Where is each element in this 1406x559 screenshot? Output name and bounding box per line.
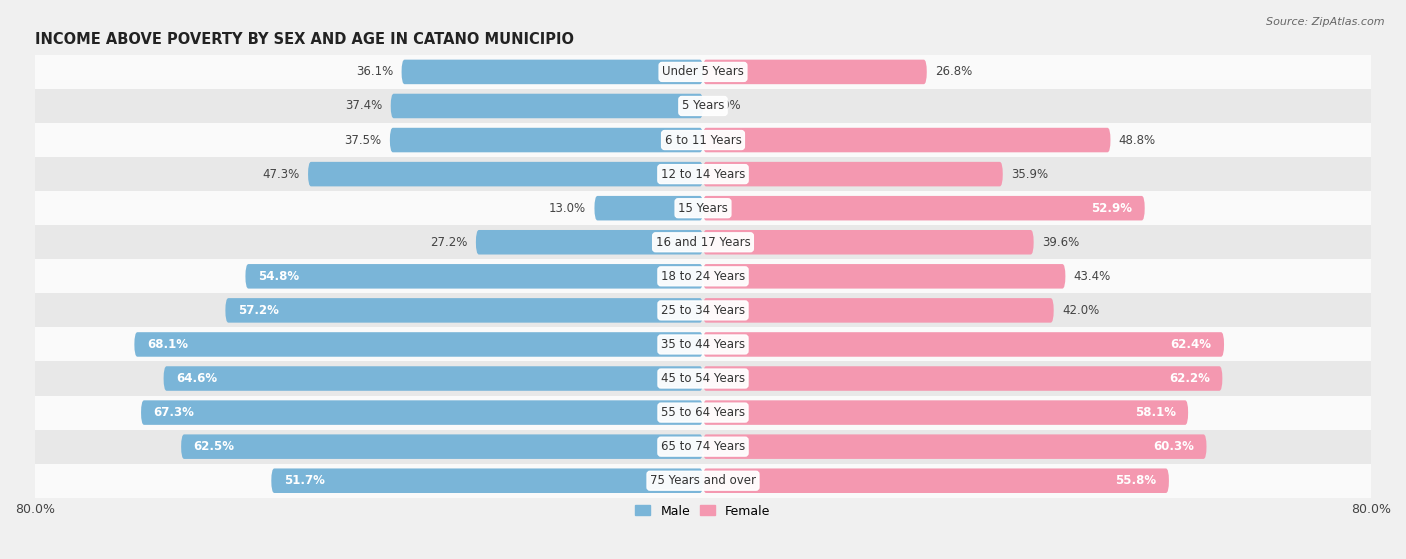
- Text: Source: ZipAtlas.com: Source: ZipAtlas.com: [1267, 17, 1385, 27]
- FancyBboxPatch shape: [703, 332, 1225, 357]
- FancyBboxPatch shape: [595, 196, 703, 220]
- Text: 47.3%: 47.3%: [263, 168, 299, 181]
- Text: 36.1%: 36.1%: [356, 65, 394, 78]
- Text: 54.8%: 54.8%: [257, 270, 299, 283]
- Text: 64.6%: 64.6%: [176, 372, 218, 385]
- Text: 39.6%: 39.6%: [1042, 236, 1080, 249]
- FancyBboxPatch shape: [389, 128, 703, 152]
- FancyBboxPatch shape: [703, 264, 1066, 288]
- FancyBboxPatch shape: [703, 230, 1033, 254]
- FancyBboxPatch shape: [475, 230, 703, 254]
- FancyBboxPatch shape: [402, 60, 703, 84]
- FancyBboxPatch shape: [308, 162, 703, 186]
- Text: 45 to 54 Years: 45 to 54 Years: [661, 372, 745, 385]
- Bar: [35, 123, 1371, 157]
- FancyBboxPatch shape: [391, 94, 703, 119]
- Text: 60.3%: 60.3%: [1153, 440, 1194, 453]
- Text: 27.2%: 27.2%: [430, 236, 468, 249]
- Bar: [35, 396, 1371, 430]
- FancyBboxPatch shape: [225, 298, 703, 323]
- FancyBboxPatch shape: [703, 366, 1222, 391]
- Bar: [35, 464, 1371, 498]
- Text: 16 and 17 Years: 16 and 17 Years: [655, 236, 751, 249]
- FancyBboxPatch shape: [163, 366, 703, 391]
- FancyBboxPatch shape: [246, 264, 703, 288]
- Text: 55 to 64 Years: 55 to 64 Years: [661, 406, 745, 419]
- Bar: [35, 89, 1371, 123]
- Text: 51.7%: 51.7%: [284, 474, 325, 487]
- Text: 62.2%: 62.2%: [1168, 372, 1209, 385]
- Text: 42.0%: 42.0%: [1062, 304, 1099, 317]
- FancyBboxPatch shape: [703, 298, 1053, 323]
- Text: 75 Years and over: 75 Years and over: [650, 474, 756, 487]
- Text: 48.8%: 48.8%: [1119, 134, 1156, 146]
- Text: 18 to 24 Years: 18 to 24 Years: [661, 270, 745, 283]
- Text: 15 Years: 15 Years: [678, 202, 728, 215]
- Bar: [35, 157, 1371, 191]
- Text: 6 to 11 Years: 6 to 11 Years: [665, 134, 741, 146]
- Text: 37.5%: 37.5%: [344, 134, 381, 146]
- Text: 0.0%: 0.0%: [711, 100, 741, 112]
- Text: 58.1%: 58.1%: [1135, 406, 1175, 419]
- FancyBboxPatch shape: [703, 196, 1144, 220]
- FancyBboxPatch shape: [703, 128, 1111, 152]
- Bar: [35, 259, 1371, 293]
- Text: 5 Years: 5 Years: [682, 100, 724, 112]
- Text: 57.2%: 57.2%: [238, 304, 278, 317]
- Text: 35 to 44 Years: 35 to 44 Years: [661, 338, 745, 351]
- Text: 25 to 34 Years: 25 to 34 Years: [661, 304, 745, 317]
- Legend: Male, Female: Male, Female: [630, 500, 776, 523]
- Bar: [35, 430, 1371, 464]
- Text: 67.3%: 67.3%: [153, 406, 194, 419]
- FancyBboxPatch shape: [703, 400, 1188, 425]
- Text: 37.4%: 37.4%: [344, 100, 382, 112]
- Text: 52.9%: 52.9%: [1091, 202, 1132, 215]
- FancyBboxPatch shape: [141, 400, 703, 425]
- Text: 26.8%: 26.8%: [935, 65, 973, 78]
- FancyBboxPatch shape: [703, 60, 927, 84]
- FancyBboxPatch shape: [703, 162, 1002, 186]
- Text: 12 to 14 Years: 12 to 14 Years: [661, 168, 745, 181]
- Bar: [35, 55, 1371, 89]
- Bar: [35, 362, 1371, 396]
- FancyBboxPatch shape: [703, 434, 1206, 459]
- Text: 62.4%: 62.4%: [1171, 338, 1212, 351]
- Text: 55.8%: 55.8%: [1115, 474, 1156, 487]
- FancyBboxPatch shape: [135, 332, 703, 357]
- Text: 13.0%: 13.0%: [548, 202, 586, 215]
- Text: 43.4%: 43.4%: [1074, 270, 1111, 283]
- Bar: [35, 225, 1371, 259]
- Bar: [35, 328, 1371, 362]
- Bar: [35, 293, 1371, 328]
- Bar: [35, 191, 1371, 225]
- Text: INCOME ABOVE POVERTY BY SEX AND AGE IN CATANO MUNICIPIO: INCOME ABOVE POVERTY BY SEX AND AGE IN C…: [35, 32, 574, 47]
- Text: 68.1%: 68.1%: [146, 338, 188, 351]
- Text: 62.5%: 62.5%: [194, 440, 235, 453]
- FancyBboxPatch shape: [181, 434, 703, 459]
- FancyBboxPatch shape: [271, 468, 703, 493]
- Text: 35.9%: 35.9%: [1011, 168, 1049, 181]
- FancyBboxPatch shape: [703, 468, 1168, 493]
- Text: 65 to 74 Years: 65 to 74 Years: [661, 440, 745, 453]
- Text: Under 5 Years: Under 5 Years: [662, 65, 744, 78]
